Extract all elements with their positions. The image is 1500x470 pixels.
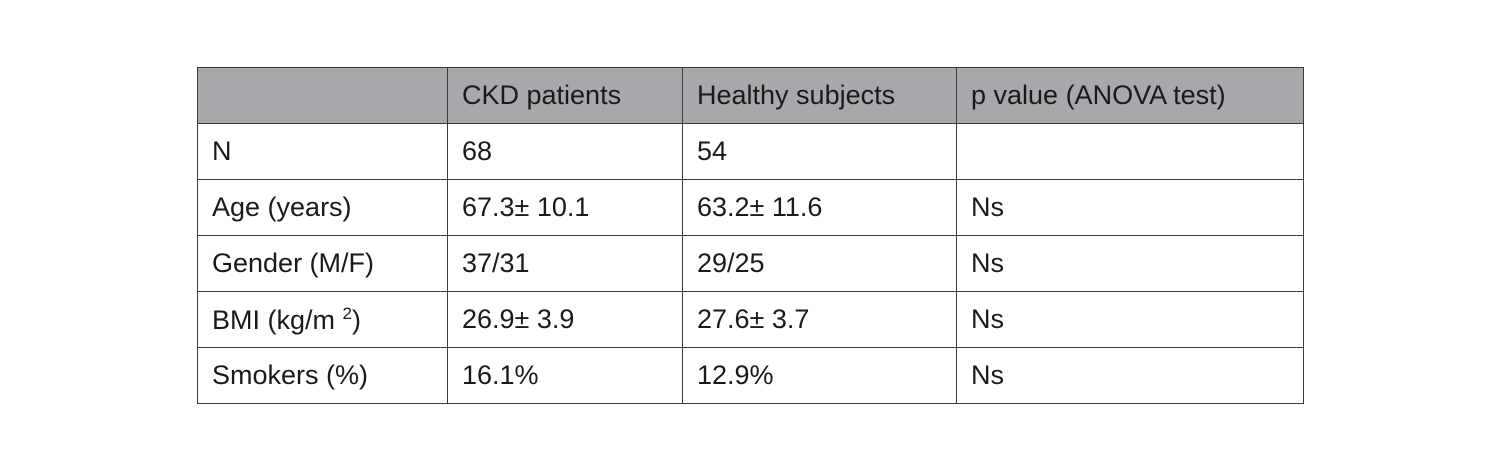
table-row: Age (years) 67.3± 10.1 63.2± 11.6 Ns <box>197 179 1304 236</box>
row-label-bmi: BMI (kg/m 2) <box>197 291 448 348</box>
table-row: N 68 54 <box>197 123 1304 180</box>
bmi-superscript: 2 <box>342 303 352 323</box>
table-container: CKD patients Healthy subjects p value (A… <box>197 67 1304 404</box>
ckd-value: 37/31 <box>447 235 683 292</box>
row-label: Age (years) <box>197 179 448 236</box>
header-cell-blank <box>197 67 448 124</box>
ckd-value: 68 <box>447 123 683 180</box>
healthy-value: 54 <box>682 123 957 180</box>
p-value: Ns <box>956 235 1304 292</box>
table-row: Gender (M/F) 37/31 29/25 Ns <box>197 235 1304 292</box>
p-value: Ns <box>956 179 1304 236</box>
p-value <box>956 123 1304 180</box>
table-row: BMI (kg/m 2) 26.9± 3.9 27.6± 3.7 Ns <box>197 291 1304 348</box>
healthy-value: 12.9% <box>682 347 957 404</box>
p-value: Ns <box>956 291 1304 348</box>
table-header-row: CKD patients Healthy subjects p value (A… <box>197 67 1304 124</box>
row-label: Gender (M/F) <box>197 235 448 292</box>
row-label: N <box>197 123 448 180</box>
p-value: Ns <box>956 347 1304 404</box>
header-cell-p-value: p value (ANOVA test) <box>956 67 1304 124</box>
header-cell-healthy-subjects: Healthy subjects <box>682 67 957 124</box>
bmi-label-text: BMI (kg/m <box>212 304 343 335</box>
table-row: Smokers (%) 16.1% 12.9% Ns <box>197 347 1304 404</box>
ckd-value: 26.9± 3.9 <box>447 291 683 348</box>
ckd-value: 67.3± 10.1 <box>447 179 683 236</box>
healthy-value: 27.6± 3.7 <box>682 291 957 348</box>
row-label: Smokers (%) <box>197 347 448 404</box>
bmi-label-suffix: ) <box>351 304 361 335</box>
demographics-table: CKD patients Healthy subjects p value (A… <box>197 67 1304 404</box>
header-cell-ckd-patients: CKD patients <box>447 67 683 124</box>
ckd-value: 16.1% <box>447 347 683 404</box>
healthy-value: 29/25 <box>682 235 957 292</box>
healthy-value: 63.2± 11.6 <box>682 179 957 236</box>
